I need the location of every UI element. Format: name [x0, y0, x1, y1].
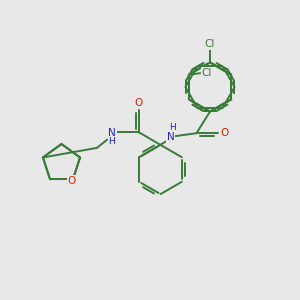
Text: Cl: Cl — [202, 68, 212, 78]
Text: O: O — [220, 128, 229, 138]
Text: N: N — [108, 128, 116, 138]
Text: H: H — [109, 137, 115, 146]
Text: O: O — [67, 176, 76, 186]
Text: Cl: Cl — [205, 39, 215, 50]
Text: N: N — [167, 132, 175, 142]
Text: O: O — [135, 98, 143, 108]
Text: H: H — [169, 123, 176, 132]
